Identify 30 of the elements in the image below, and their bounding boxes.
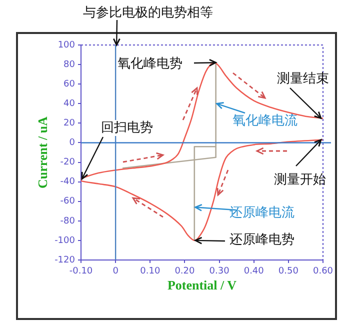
y-axis-title: Current / uA xyxy=(35,116,50,188)
x-tick-label: -0.10 xyxy=(69,266,93,277)
y-tick-label: 60 xyxy=(64,79,76,90)
x-tick-label: 0.40 xyxy=(244,266,264,277)
annotation: 与参比电极的电势相等 xyxy=(83,5,213,20)
annotation: 测量开始 xyxy=(274,172,326,188)
x-tick-label: 0.50 xyxy=(278,266,299,277)
y-tick-label: 0 xyxy=(69,138,76,148)
annotation: 氧化峰电势 xyxy=(118,56,182,72)
x-tick-label: 0.60 xyxy=(312,266,334,277)
y-tick-label: -20 xyxy=(60,158,76,168)
y-tick-label: -80 xyxy=(60,216,76,226)
x-tick-label: 0 xyxy=(112,266,119,277)
x-tick-label: 0.20 xyxy=(174,266,196,277)
annotation: 测量结束 xyxy=(277,71,329,86)
x-tick-label: 0.30 xyxy=(209,266,230,277)
y-tick-label: -120 xyxy=(54,255,76,266)
x-axis-title: Potential / V xyxy=(167,278,238,293)
annotation: 还原峰电势 xyxy=(230,232,294,248)
annotation: 还原峰电流 xyxy=(230,204,294,220)
annotation: 氧化峰电流 xyxy=(232,112,298,128)
y-tick-label: -60 xyxy=(60,196,76,207)
y-tick-label: 20 xyxy=(64,118,76,129)
y-tick-label: 40 xyxy=(64,98,76,109)
y-tick-label: 80 xyxy=(64,60,76,70)
y-tick-label: -40 xyxy=(60,177,76,188)
annotation: 回扫电势 xyxy=(101,120,153,136)
x-tick-label: 0.10 xyxy=(140,266,160,277)
y-tick-label: 100 xyxy=(58,40,76,50)
y-tick-label: -100 xyxy=(54,236,76,246)
